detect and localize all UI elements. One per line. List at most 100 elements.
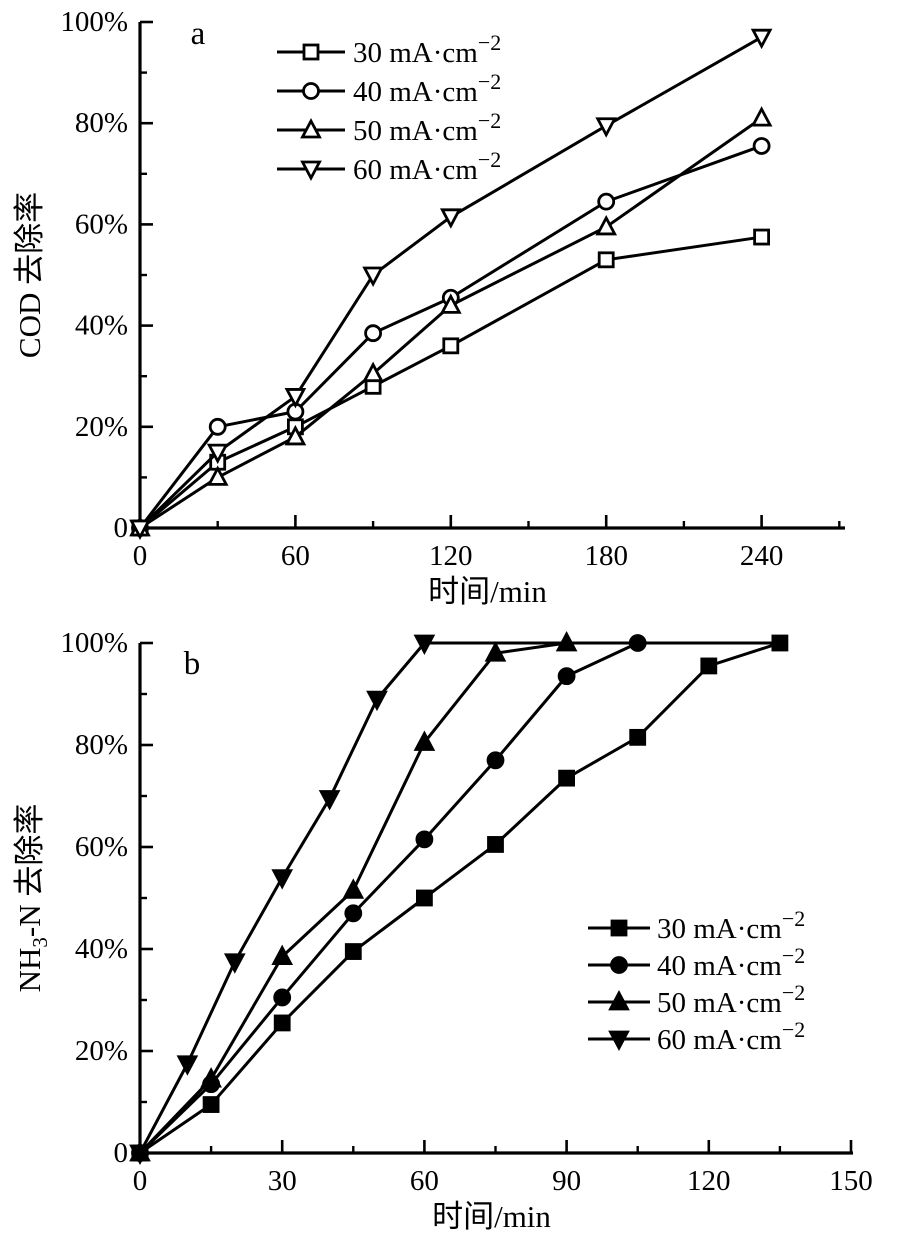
legend-item: 60 mA·cm−2: [588, 1017, 805, 1056]
x-tick-label: 120: [429, 540, 473, 572]
y-tick-label: 20%: [75, 411, 128, 443]
triangle-up-marker: [206, 465, 229, 486]
tick-labels-panel_a: 0 60 120 180 240 0 20% 40% 60% 80% 100%: [60, 6, 783, 572]
square-legend-marker: [610, 919, 628, 937]
triangle-down-marker: [176, 1055, 199, 1076]
circle-legend-marker: [302, 82, 320, 100]
y-tick-label: 100%: [60, 627, 128, 659]
legend-label: 30 mA·cm−2: [353, 30, 501, 69]
triangle-down-marker: [318, 790, 341, 811]
legend-label: 50 mA·cm−2: [353, 108, 501, 147]
y-tick-label: 60%: [75, 831, 128, 863]
square-marker: [202, 1096, 220, 1113]
square-marker: [273, 1014, 291, 1032]
x-tick-label: 120: [687, 1165, 731, 1197]
x-axis-title: 时间/min: [428, 574, 547, 609]
y-tick-label: 40%: [75, 933, 128, 965]
circle-marker: [208, 417, 227, 436]
series-line: [139, 641, 781, 1155]
legend-item: 60 mA·cm−2: [277, 147, 501, 186]
tick-labels-panel_b: 0 30 60 90 120 150 0 20% 40% 60% 80% 100%: [60, 627, 872, 1197]
triangle-down-legend-marker: [300, 160, 322, 181]
legend-label: 40 mA·cm−2: [657, 943, 805, 982]
triangle-down-marker: [284, 388, 307, 409]
x-tick-label: 0: [133, 540, 148, 572]
series-30mA: [131, 634, 789, 1162]
triangle-down-legend-marker: [608, 1030, 630, 1051]
x-tick-label: 60: [410, 1165, 439, 1197]
legend-item: 30 mA·cm−2: [277, 30, 501, 69]
circle-marker: [752, 137, 771, 155]
x-tick-label: 60: [281, 540, 310, 572]
circle-legend-marker: [610, 956, 628, 974]
triangle-up-marker: [413, 730, 436, 751]
triangle-down-marker: [129, 1144, 151, 1165]
circle-marker: [597, 192, 616, 211]
triangle-up-marker: [362, 361, 384, 383]
y-tick-label: 100%: [60, 6, 128, 38]
triangle-up-marker: [595, 214, 618, 236]
legend-item: 50 mA·cm−2: [277, 108, 501, 147]
triangle-down-marker: [413, 634, 436, 655]
square-marker: [487, 836, 504, 853]
triangle-up-marker: [271, 944, 294, 966]
triangle-down-marker: [206, 443, 229, 465]
triangle-down-marker: [271, 869, 294, 890]
y-tick-label: 0: [114, 1137, 129, 1169]
y-tick-label: 20%: [75, 1035, 128, 1067]
triangle-up-marker: [342, 878, 365, 899]
circle-marker: [273, 988, 292, 1007]
legend-item: 50 mA·cm−2: [588, 980, 805, 1019]
square-marker: [558, 769, 575, 787]
panel-label: b: [184, 646, 201, 682]
y-tick-label: 0: [114, 512, 129, 544]
y-axis-title: NH3-N 去除率: [12, 804, 52, 993]
legend-item: 40 mA·cm−2: [277, 69, 501, 108]
legend-label: 30 mA·cm−2: [657, 906, 805, 945]
y-tick-label: 60%: [75, 208, 128, 240]
x-tick-label: 30: [268, 1165, 297, 1197]
x-tick-label: 90: [552, 1165, 581, 1197]
triangle-down-marker: [223, 953, 246, 974]
circle-marker: [486, 751, 505, 770]
series-line: [138, 641, 780, 1154]
legend-panel_a: 30 mA·cm−240 mA·cm−250 mA·cm−260 mA·cm−2: [277, 30, 501, 186]
series-30mA: [131, 228, 770, 537]
square-marker: [442, 337, 460, 355]
series-60mA: [129, 634, 780, 1165]
legend-panel_b: 30 mA·cm−240 mA·cm−250 mA·cm−260 mA·cm−2: [588, 906, 805, 1056]
triangle-up-marker: [200, 1067, 222, 1088]
y-tick-label: 40%: [75, 310, 128, 342]
panel-label: a: [191, 16, 206, 52]
series-60mA: [129, 28, 773, 540]
triangle-up-marker: [750, 106, 773, 127]
axes-panel_a: [138, 20, 845, 530]
square-marker: [700, 657, 718, 675]
x-tick-label: 240: [740, 540, 784, 572]
square-marker: [415, 889, 433, 907]
x-axis-title: 时间/min: [432, 1199, 551, 1234]
y-tick-label: 80%: [75, 107, 128, 139]
circle-marker: [344, 904, 363, 923]
square-legend-marker: [302, 43, 320, 61]
triangle-down-marker: [750, 28, 773, 50]
legend-item: 40 mA·cm−2: [588, 943, 805, 982]
panel-a-chart: 0 60 120 180 240 0 20% 40% 60% 80% 100% 时间/min COD 去…: [12, 6, 845, 609]
circle-marker: [364, 324, 383, 343]
triangle-up-legend-marker: [608, 990, 630, 1011]
panel-b-chart: 0 30 60 90 120 150 0 20% 40% 60% 80% 100% 时间/min NH3-…: [12, 627, 873, 1234]
series-line: [138, 641, 639, 1155]
triangle-down-marker: [595, 117, 618, 138]
series-line: [139, 235, 762, 530]
triangle-up-marker: [284, 424, 307, 446]
legend-item: 30 mA·cm−2: [588, 906, 805, 945]
series-40mA: [131, 137, 771, 537]
legend-label: 40 mA·cm−2: [353, 69, 501, 108]
triangle-down-marker: [439, 208, 462, 229]
legend-label: 60 mA·cm−2: [353, 147, 501, 186]
triangle-down-marker: [366, 690, 388, 712]
legend-label: 50 mA·cm−2: [657, 980, 805, 1019]
x-tick-label: 150: [829, 1165, 873, 1197]
x-tick-label: 0: [133, 1165, 148, 1197]
